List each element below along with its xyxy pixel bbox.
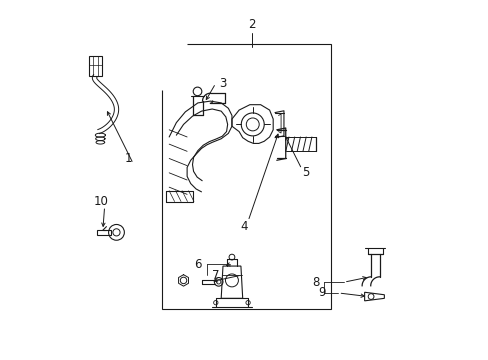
Text: 2: 2 [247,18,255,31]
Text: 4: 4 [240,220,248,233]
Text: 5: 5 [301,166,308,179]
Text: 8: 8 [312,276,319,289]
Text: 3: 3 [219,77,226,90]
Text: 1: 1 [124,152,131,165]
Text: 10: 10 [93,195,108,208]
Text: 6: 6 [194,258,201,271]
Text: 7: 7 [212,269,219,282]
Text: 9: 9 [317,287,325,300]
